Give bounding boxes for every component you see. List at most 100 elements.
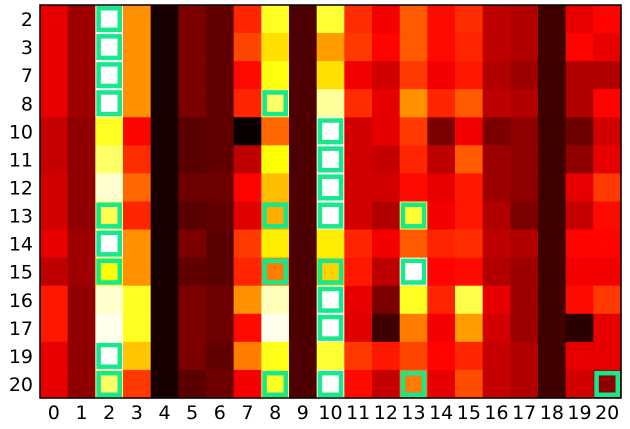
x-axis-ticks: 0 1 2 3 4 5 6 7 8 9 10 11 12 13 14 15 16 17 18 19 20 — [48, 402, 619, 424]
heatmap-cell — [372, 229, 401, 259]
heatmap-cell — [372, 5, 401, 34]
highlight-box — [96, 370, 123, 397]
heatmap-cell — [593, 61, 622, 90]
heatmap-cell — [261, 341, 290, 371]
heatmap-cell — [593, 173, 622, 203]
x-tick-label: 17 — [512, 402, 536, 424]
heatmap-cell — [482, 257, 511, 287]
heatmap-cell — [427, 201, 456, 231]
heatmap-cell — [289, 89, 318, 118]
x-tick-label: 11 — [346, 402, 370, 424]
heatmap-cell — [399, 173, 428, 203]
heatmap-cell — [150, 285, 179, 315]
heatmap-cell — [427, 173, 456, 203]
heatmap-cell — [482, 369, 511, 399]
heatmap-cell — [593, 117, 622, 146]
y-tick-label: 20 — [9, 374, 33, 396]
heatmap-cell — [40, 313, 69, 343]
highlight-box — [594, 370, 621, 397]
heatmap-cell — [344, 117, 373, 146]
heatmap-cell — [178, 5, 207, 34]
heatmap-cell — [150, 201, 179, 231]
heatmap-cell — [510, 89, 539, 118]
heatmap-cell — [233, 201, 262, 231]
heatmap-cell — [289, 313, 318, 343]
heatmap-cell — [261, 229, 290, 259]
heatmap-cell — [399, 229, 428, 259]
heatmap-cell — [510, 257, 539, 287]
heatmap-cell — [565, 117, 594, 146]
heatmap-cell — [482, 201, 511, 231]
heatmap-cell — [40, 33, 69, 62]
heatmap-cell — [150, 229, 179, 259]
heatmap-cell — [344, 257, 373, 287]
highlight-box — [317, 118, 344, 145]
heatmap-cell — [289, 145, 318, 175]
heatmap-cell — [344, 201, 373, 231]
heatmap-cell — [206, 33, 235, 62]
highlight-box — [96, 90, 123, 117]
heatmap-cell — [593, 201, 622, 231]
x-tick-label: 3 — [131, 402, 143, 424]
heatmap-cell — [538, 313, 567, 343]
heatmap-cell — [150, 5, 179, 34]
heatmap-cell — [233, 257, 262, 287]
heatmap-cell — [372, 313, 401, 343]
heatmap-cell — [123, 369, 152, 399]
heatmap-cell — [565, 145, 594, 175]
heatmap-cell — [593, 257, 622, 287]
heatmap-cell — [150, 173, 179, 203]
heatmap-cell — [344, 369, 373, 399]
heatmap-cell — [593, 5, 622, 34]
y-axis-ticks: 2 3 7 8 10 11 12 13 14 15 16 17 19 20 — [9, 9, 33, 396]
x-tick-label: 13 — [401, 402, 425, 424]
heatmap-cell — [427, 257, 456, 287]
heatmap-cell — [95, 145, 124, 175]
heatmap-cell — [206, 5, 235, 34]
heatmap-cell — [40, 145, 69, 175]
highlight-box — [400, 370, 427, 397]
heatmap-cell — [565, 201, 594, 231]
heatmap-cell — [399, 313, 428, 343]
y-tick-label: 12 — [9, 177, 33, 199]
x-tick-label: 14 — [429, 402, 453, 424]
heatmap-cell — [150, 341, 179, 371]
highlight-box — [262, 90, 288, 117]
heatmap-cell — [399, 33, 428, 62]
heatmap-cell — [233, 313, 262, 343]
heatmap-cell — [510, 173, 539, 203]
heatmap-cell — [67, 33, 96, 62]
heatmap-cell — [344, 229, 373, 259]
highlight-box — [96, 202, 123, 229]
heatmap-cell — [206, 369, 235, 399]
heatmap-cell — [206, 89, 235, 118]
x-tick-label: 9 — [297, 402, 309, 424]
heatmap-cell — [123, 285, 152, 315]
heatmap-cell — [565, 5, 594, 34]
heatmap-cell — [123, 145, 152, 175]
heatmap-cell — [123, 117, 152, 146]
heatmap-cell — [123, 313, 152, 343]
x-tick-label: 6 — [214, 402, 226, 424]
heatmap-cell — [510, 369, 539, 399]
heatmap-cell — [372, 369, 401, 399]
heatmap-cell — [427, 117, 456, 146]
heatmap-cells — [40, 5, 622, 399]
heatmap-cell — [565, 369, 594, 399]
heatmap-cell — [399, 61, 428, 90]
highlight-box — [96, 342, 123, 369]
heatmap-cell — [289, 5, 318, 34]
y-tick-label: 3 — [21, 37, 33, 59]
heatmap-cell — [538, 33, 567, 62]
heatmap-cell — [40, 5, 69, 34]
heatmap-cell — [233, 33, 262, 62]
heatmap-cell — [67, 341, 96, 371]
heatmap-cell — [399, 341, 428, 371]
heatmap-cell — [40, 117, 69, 146]
heatmap-cell — [261, 61, 290, 90]
heatmap-cell — [538, 369, 567, 399]
x-tick-label: 0 — [48, 402, 60, 424]
heatmap-cell — [455, 341, 484, 371]
heatmap-cell — [593, 285, 622, 315]
heatmap-cell — [150, 145, 179, 175]
